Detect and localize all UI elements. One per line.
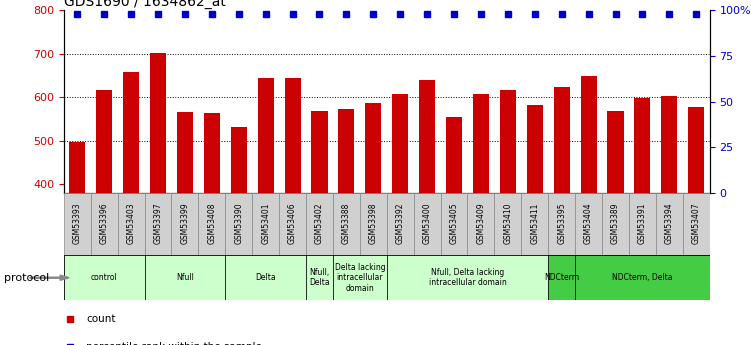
Text: GSM53391: GSM53391 <box>638 202 647 244</box>
Bar <box>608 111 623 345</box>
Bar <box>629 193 656 255</box>
Bar <box>177 112 193 345</box>
Bar <box>306 255 333 300</box>
Text: GSM53403: GSM53403 <box>127 202 136 244</box>
Bar <box>123 72 139 345</box>
Bar <box>473 93 489 345</box>
Bar <box>683 193 710 255</box>
Text: Nfull,
Delta: Nfull, Delta <box>309 268 330 287</box>
Text: GSM53392: GSM53392 <box>396 202 405 244</box>
Bar <box>467 193 494 255</box>
Bar <box>333 255 387 300</box>
Bar <box>662 96 677 345</box>
Bar <box>338 109 354 345</box>
Text: GSM53410: GSM53410 <box>503 202 512 244</box>
Text: GSM53406: GSM53406 <box>288 202 297 244</box>
Text: GSM53396: GSM53396 <box>100 202 109 244</box>
Text: GSM53398: GSM53398 <box>369 202 378 244</box>
Text: percentile rank within the sample: percentile rank within the sample <box>86 342 262 345</box>
Text: GSM53401: GSM53401 <box>261 202 270 244</box>
Bar <box>144 193 171 255</box>
Text: GSM53405: GSM53405 <box>450 202 459 244</box>
Bar <box>500 90 516 345</box>
Bar <box>521 193 548 255</box>
Text: NDCterm, Delta: NDCterm, Delta <box>612 273 673 282</box>
Bar <box>575 255 710 300</box>
Bar <box>419 80 436 345</box>
Text: Nfull, Delta lacking
intracellular domain: Nfull, Delta lacking intracellular domai… <box>429 268 506 287</box>
Bar <box>360 193 387 255</box>
Bar <box>225 255 306 300</box>
Text: GSM53395: GSM53395 <box>557 202 566 244</box>
Bar <box>333 193 360 255</box>
Text: GSM53400: GSM53400 <box>423 202 432 244</box>
Bar <box>171 193 198 255</box>
Text: GSM53393: GSM53393 <box>73 202 82 244</box>
Bar <box>64 255 144 300</box>
Bar <box>446 117 462 345</box>
Bar <box>526 105 543 345</box>
Text: GSM53397: GSM53397 <box>153 202 162 244</box>
Text: GSM53394: GSM53394 <box>665 202 674 244</box>
Text: GSM53411: GSM53411 <box>530 202 539 244</box>
Bar <box>96 90 113 345</box>
Text: Delta lacking
intracellular
domain: Delta lacking intracellular domain <box>334 263 385 293</box>
Bar <box>285 78 300 345</box>
Bar <box>387 193 414 255</box>
Bar <box>635 98 650 345</box>
Text: GSM53389: GSM53389 <box>611 202 620 244</box>
Bar <box>441 193 467 255</box>
Bar <box>258 78 273 345</box>
Bar <box>144 255 225 300</box>
Bar <box>118 193 144 255</box>
Bar <box>548 193 575 255</box>
Text: GSM53404: GSM53404 <box>584 202 593 244</box>
Bar <box>602 193 629 255</box>
Bar <box>365 103 382 345</box>
Bar <box>392 93 409 345</box>
Text: NDCterm: NDCterm <box>544 273 579 282</box>
Bar <box>306 193 333 255</box>
Text: control: control <box>91 273 118 282</box>
Text: Nfull: Nfull <box>176 273 194 282</box>
Bar <box>548 255 575 300</box>
Text: GSM53402: GSM53402 <box>315 202 324 244</box>
Bar <box>231 127 247 345</box>
Text: count: count <box>86 314 116 324</box>
Text: GSM53388: GSM53388 <box>342 202 351 244</box>
Text: GSM53390: GSM53390 <box>234 202 243 244</box>
Bar <box>312 111 327 345</box>
Bar <box>279 193 306 255</box>
Bar <box>656 193 683 255</box>
Text: protocol: protocol <box>4 273 49 283</box>
Bar <box>494 193 521 255</box>
Text: GSM53409: GSM53409 <box>476 202 485 244</box>
Bar <box>225 193 252 255</box>
Bar <box>581 76 596 345</box>
Bar <box>575 193 602 255</box>
Bar <box>69 142 86 345</box>
Bar <box>414 193 441 255</box>
Bar <box>91 193 118 255</box>
Bar <box>252 193 279 255</box>
Bar <box>204 113 220 345</box>
Bar <box>150 52 166 345</box>
Bar <box>64 193 91 255</box>
Bar <box>198 193 225 255</box>
Text: GDS1690 / 1634862_at: GDS1690 / 1634862_at <box>64 0 226 9</box>
Text: Delta: Delta <box>255 273 276 282</box>
Text: GSM53399: GSM53399 <box>180 202 189 244</box>
Text: GSM53407: GSM53407 <box>692 202 701 244</box>
Bar <box>553 87 570 345</box>
Bar <box>688 107 704 345</box>
Text: GSM53408: GSM53408 <box>207 202 216 244</box>
Bar <box>387 255 548 300</box>
